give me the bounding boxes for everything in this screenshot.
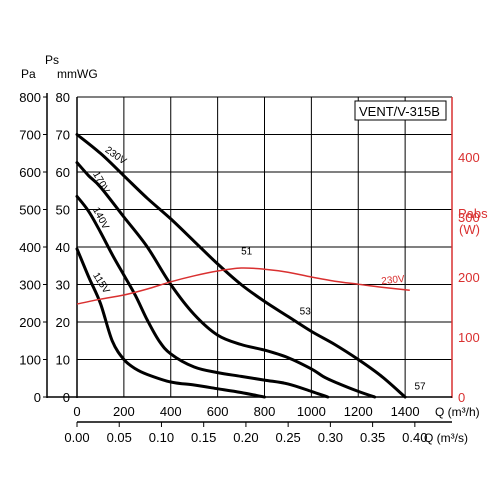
- x-tick-m3s: 0.10: [149, 430, 174, 445]
- x-tick-m3s: 0.20: [233, 430, 258, 445]
- mmwg-axis-label: mmWG: [57, 67, 98, 81]
- y-tick-power: 400: [458, 150, 480, 165]
- x-tick-m3s: 0.35: [360, 430, 385, 445]
- power-curve: [76, 267, 410, 305]
- x-tick-m3h: 1200: [344, 404, 373, 419]
- pressure-curve: [75, 247, 266, 399]
- pressure-curve: [75, 194, 330, 399]
- q-m3s-axis-label: Q (m³/s): [424, 431, 468, 445]
- y-tick-power: 200: [458, 270, 480, 285]
- x-tick-m3h: 200: [113, 404, 135, 419]
- x-tick-m3s: 0.00: [64, 430, 89, 445]
- x-tick-m3h: 600: [207, 404, 229, 419]
- x-tick-m3s: 0.05: [107, 430, 132, 445]
- x-tick-m3h: 800: [254, 404, 276, 419]
- y-tick-pa: 700: [19, 128, 41, 143]
- y-tick-mmwg: 10: [56, 353, 70, 368]
- y-tick-mmwg: 40: [56, 240, 70, 255]
- x-tick-m3h: 1000: [297, 404, 326, 419]
- y-tick-pa: 600: [19, 165, 41, 180]
- y-tick-mmwg: 70: [56, 128, 70, 143]
- y-tick-pa: 200: [19, 315, 41, 330]
- watt-axis-label: (W): [459, 222, 480, 237]
- y-tick-pa: 800: [19, 90, 41, 105]
- pressure-curve: [75, 161, 377, 399]
- tick-labels: 0100200300400500600700800010203040506070…: [19, 90, 479, 445]
- y-tick-pa: 300: [19, 278, 41, 293]
- y-tick-pa: 100: [19, 353, 41, 368]
- ps-axis-label: Ps: [45, 53, 59, 67]
- annotation-label: 51: [241, 247, 253, 258]
- y-tick-mmwg: 80: [56, 90, 70, 105]
- pa-axis-label: Pa: [21, 67, 36, 81]
- pabs-axis-label: Pabs: [458, 206, 488, 221]
- y-tick-pa: 500: [19, 203, 41, 218]
- pressure-curve: [75, 133, 407, 399]
- annotations: 51 53 57: [241, 247, 426, 393]
- y-tick-pa: 0: [34, 390, 41, 405]
- x-tick-m3s: 0.40: [402, 430, 427, 445]
- y-tick-mmwg: 20: [56, 315, 70, 330]
- annotation-label: 57: [415, 382, 427, 393]
- y-tick-mmwg: 60: [56, 165, 70, 180]
- curves: [75, 133, 410, 399]
- model-label: VENT/V-315B: [359, 104, 440, 119]
- y-tick-mmwg: 30: [56, 278, 70, 293]
- x-tick-m3s: 0.15: [191, 430, 216, 445]
- q-m3h-axis-label: Q (m³/h): [435, 405, 480, 419]
- annotation-label: 53: [300, 307, 312, 318]
- series-label: 230V: [381, 274, 406, 287]
- x-tick-m3s: 0.25: [275, 430, 300, 445]
- y-tick-power: 0: [458, 390, 465, 405]
- y-tick-pa: 400: [19, 240, 41, 255]
- y-tick-power: 100: [458, 330, 480, 345]
- x-tick-m3h: 1400: [391, 404, 420, 419]
- x-tick-m3h: 400: [160, 404, 182, 419]
- y-tick-mmwg: 50: [56, 203, 70, 218]
- y-tick-power: 300: [458, 210, 480, 225]
- model-box: [354, 100, 447, 121]
- x-tick-m3s: 0.30: [318, 430, 343, 445]
- y-tick-mmwg: 0: [63, 390, 70, 405]
- x-tick-m3h: 0: [73, 404, 80, 419]
